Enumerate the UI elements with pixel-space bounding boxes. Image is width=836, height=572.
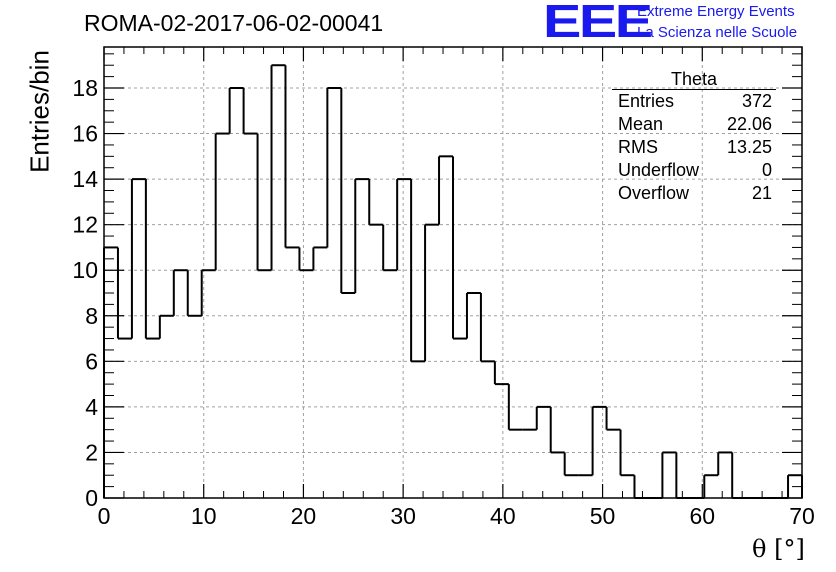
y-tick-label: 8 — [85, 303, 98, 329]
x-axis-label: θ [°] — [752, 535, 805, 563]
y-tick-label: 12 — [72, 212, 98, 238]
stats-label: Entries — [618, 91, 675, 111]
x-tick-label: 0 — [98, 503, 111, 529]
stats-label: Overflow — [618, 183, 690, 203]
stats-row: Entries 372 — [612, 90, 776, 113]
chart-title: ROMA-02-2017-06-02-00041 — [84, 10, 384, 36]
histogram-bars — [103, 64, 803, 499]
y-tick-label: 18 — [72, 75, 98, 101]
y-tick-label: 14 — [72, 166, 98, 192]
plot-frame — [103, 46, 803, 499]
y-tick-label: 2 — [85, 439, 98, 465]
stats-label: RMS — [618, 137, 658, 157]
stats-label: Mean — [618, 114, 664, 134]
eee-logo: EEE — [543, 0, 653, 47]
x-tick-label: 40 — [490, 503, 516, 529]
y-axis-label: Entries/bin — [24, 50, 55, 173]
stats-value: 0 — [761, 160, 772, 180]
stats-value: 21 — [751, 183, 772, 203]
stats-value: 22.06 — [726, 114, 772, 134]
stats-row: Mean 22.06 — [612, 113, 776, 136]
logo-line-1: Extreme Energy Events — [637, 3, 795, 20]
y-tick-label: 4 — [85, 394, 98, 420]
x-tick-label: 10 — [191, 503, 217, 529]
stats-value: 13.25 — [726, 137, 772, 157]
x-tick-label: 70 — [789, 503, 815, 529]
stats-row: RMS 13.25 — [612, 136, 776, 159]
stats-label: Underflow — [618, 160, 700, 180]
y-tick-label: 6 — [85, 348, 98, 374]
tick-labels: 0 10 20 30 40 50 60 70 0 2 4 6 8 10 12 14 16 18 — [72, 75, 814, 529]
stats-box: Theta Entries 372 Mean 22.06 RMS 13.25 Unde… — [612, 70, 776, 205]
x-tick-label: 60 — [689, 503, 715, 529]
x-tick-label: 50 — [590, 503, 616, 529]
y-tick-label: 10 — [72, 257, 98, 283]
axis-ticks — [103, 47, 803, 499]
y-tick-label: 0 — [85, 485, 98, 511]
y-tick-label: 16 — [72, 121, 98, 147]
stats-row: Underflow 0 — [612, 159, 776, 182]
x-tick-label: 30 — [390, 503, 416, 529]
stats-value: 372 — [741, 91, 772, 111]
stats-row: Overflow 21 — [612, 182, 776, 205]
logo-line-2: La Scienza nelle Scuole — [637, 24, 798, 41]
x-tick-label: 20 — [291, 503, 317, 529]
stats-name: Theta — [612, 70, 776, 90]
